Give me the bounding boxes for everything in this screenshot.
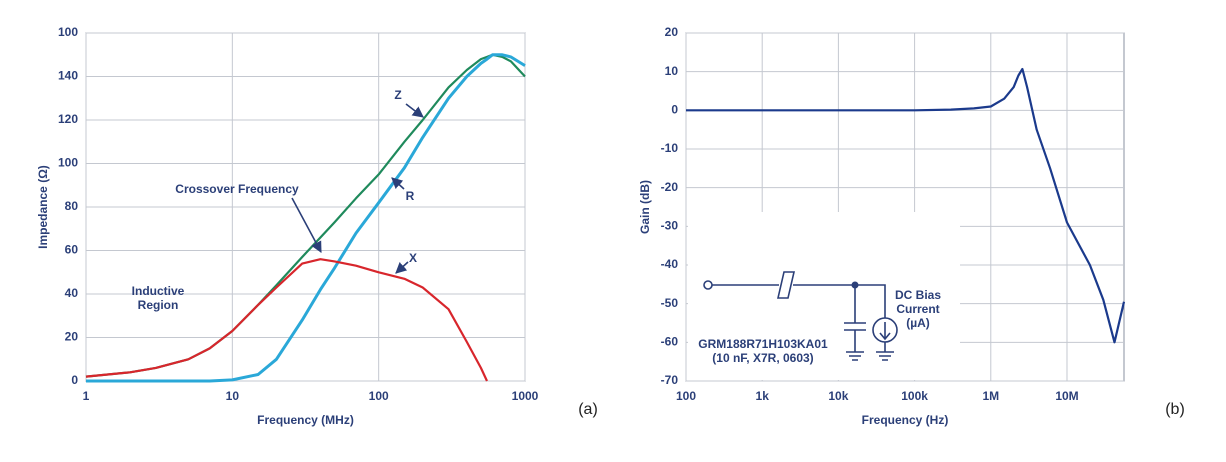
circuit-inset <box>688 212 960 380</box>
x-tick-label: 1000 <box>512 389 539 403</box>
y-tick-label: -60 <box>661 335 679 349</box>
annotation: Inductive <box>132 284 185 298</box>
wire <box>712 284 886 318</box>
series-line <box>86 53 526 383</box>
annotation: (10 nF, X7R, 0603) <box>712 351 813 365</box>
annotation: Z <box>394 88 401 102</box>
x-tick-label: 1M <box>982 389 999 403</box>
x-tick-label: 10M <box>1055 389 1078 403</box>
grid-a <box>85 32 526 382</box>
marks-a <box>85 53 526 383</box>
y-tick-label: -10 <box>661 141 679 155</box>
current-arrow <box>879 322 891 341</box>
y-tick-label: 0 <box>71 373 78 387</box>
marks-b <box>686 67 1126 344</box>
y-tick-label: 100 <box>58 25 78 39</box>
capacitor <box>844 285 866 361</box>
y-axis-title: Impedance (Ω) <box>36 165 50 249</box>
annotation: R <box>406 189 415 203</box>
y-tick-label: 80 <box>65 199 79 213</box>
ferrite-bead <box>776 271 796 299</box>
y-tick-label: -30 <box>661 219 679 233</box>
arrow <box>405 103 424 118</box>
annotation: GRM188R71H103KA01 <box>698 337 828 351</box>
panel-label: (a) <box>578 401 598 418</box>
y-tick-label: -70 <box>661 373 679 387</box>
series-line <box>686 67 1126 344</box>
x-tick-label: 1 <box>83 389 90 403</box>
arrow <box>395 261 409 274</box>
x-tick-label: 100k <box>901 389 928 403</box>
y-tick-label: -20 <box>661 180 679 194</box>
x-tick-label: 10 <box>226 389 240 403</box>
y-tick-label: 0 <box>671 103 678 117</box>
y-tick-label: 140 <box>58 69 78 83</box>
panel-label: (b) <box>1165 401 1185 418</box>
y-axis-title: Gain (dB) <box>638 180 652 234</box>
y-tick-label: 40 <box>65 286 79 300</box>
x-tick-label: 1k <box>756 389 770 403</box>
arrow <box>391 177 405 190</box>
arrows-a <box>291 103 424 274</box>
annotation: (µA) <box>906 316 930 330</box>
y-tick-label: 10 <box>665 64 679 78</box>
annotation: Current <box>896 302 939 316</box>
y-tick-label: -50 <box>661 296 679 310</box>
y-tick-label: -40 <box>661 257 679 271</box>
y-tick-label: 60 <box>65 243 79 257</box>
x-axis-title: Frequency (Hz) <box>862 413 949 427</box>
annotation: DC Bias <box>895 288 941 302</box>
x-tick-label: 10k <box>828 389 848 403</box>
arrow <box>291 197 322 253</box>
annotation: Crossover Frequency <box>175 182 299 196</box>
y-tick-label: 100 <box>58 156 78 170</box>
x-tick-label: 100 <box>369 389 389 403</box>
y-tick-label: 20 <box>665 25 679 39</box>
y-tick-label: 20 <box>65 330 79 344</box>
series-line <box>85 258 488 382</box>
ground <box>876 342 894 361</box>
x-axis-title: Frequency (MHz) <box>257 413 354 427</box>
annotation: X <box>409 251 417 265</box>
inset-bg <box>688 212 960 380</box>
y-tick-label: 120 <box>58 112 78 126</box>
x-tick-label: 100 <box>676 389 696 403</box>
annotation: Region <box>138 298 179 312</box>
